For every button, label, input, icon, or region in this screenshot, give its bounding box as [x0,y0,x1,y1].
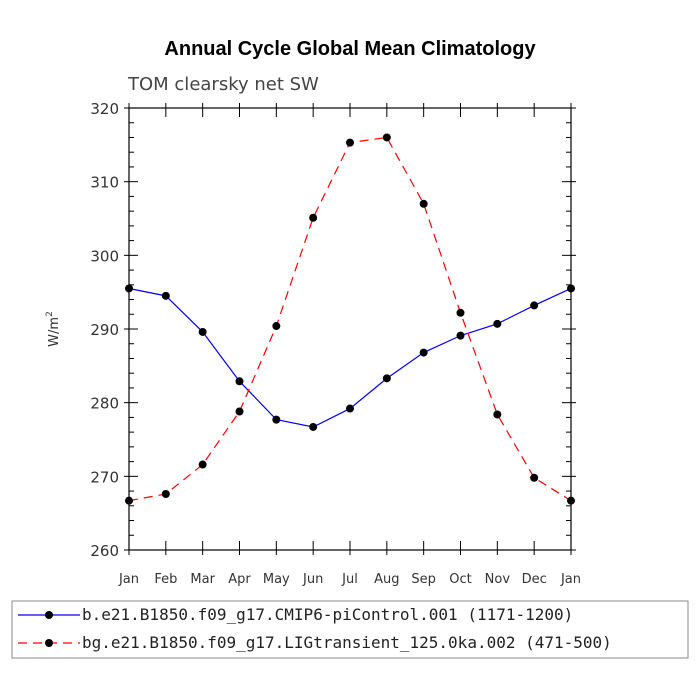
series-1-point [530,301,539,310]
y-tick-label: 260 [90,542,119,560]
series-1-point [382,374,391,383]
axis-ticks [124,103,576,555]
series-1-point [419,348,428,357]
y-axis-label: W/m2 [45,311,62,347]
series-1-point [272,415,281,424]
series-2-point [198,460,207,469]
chart-title: Annual Cycle Global Mean Climatology [164,38,536,60]
x-axis-labels: Jan Feb Mar Apr May Jun Jul Aug Sep Oct Nov Dec Jan [118,572,581,587]
legend-box [11,600,689,659]
series-2-point [456,308,465,317]
series-1-point [309,422,318,431]
x-tick-label: Feb [154,572,177,587]
series-2-point [530,473,539,482]
x-tick-label: Apr [228,572,251,587]
x-tick-label: Oct [449,572,471,587]
chart-subtitle: TOM clearsky net SW [127,74,319,95]
legend-marker-1 [45,611,53,619]
x-tick-label: Jul [341,572,358,587]
series-1-point [456,331,465,340]
y-tick-label: 310 [90,174,119,192]
y-tick-label: 280 [90,395,119,413]
legend-label-2: bg.e21.B1850.f09_g17.LIGtransient_125.0k… [82,633,612,652]
legend-label-1: b.e21.B1850.f09_g17.CMIP6-piControl.001 … [82,605,573,624]
series-1-point [161,291,170,300]
y-axis-labels: 260 270 280 290 300 310 320 [90,100,119,560]
series-1-point [346,404,354,413]
series-2-point [161,490,170,499]
series-2-point [346,138,354,147]
legend: b.e21.B1850.f09_g17.CMIP6-piControl.001 … [11,600,689,659]
y-axis-label-superscript: 2 [45,311,55,317]
y-axis-label-unit: W/m [47,317,62,347]
x-tick-label: Jan [560,572,581,587]
y-tick-label: 290 [90,321,119,339]
y-tick-label: 300 [90,247,119,265]
series-lines [128,136,572,502]
series-2-point [382,133,391,142]
x-tick-label: May [263,572,290,587]
series-2-point [235,407,244,416]
series-2-point [419,199,428,208]
x-tick-label: Nov [485,572,511,587]
legend-marker-2 [45,639,53,647]
series-line-2 [128,136,572,502]
x-tick-label: Mar [190,572,215,587]
y-tick-label: 320 [90,100,119,118]
x-tick-label: Dec [522,572,547,587]
x-tick-label: Jun [302,572,323,587]
series-1-point [198,327,207,336]
series-2-point [309,213,318,222]
x-tick-label: Aug [374,572,399,587]
series-1-point [493,319,502,328]
plot-frame [128,107,572,551]
x-tick-label: Jan [118,572,139,587]
series-2-point [493,410,502,419]
series-1-point [235,377,244,386]
x-tick-label: Sep [411,572,436,587]
y-tick-label: 270 [90,468,119,486]
series-2-point [272,322,281,331]
